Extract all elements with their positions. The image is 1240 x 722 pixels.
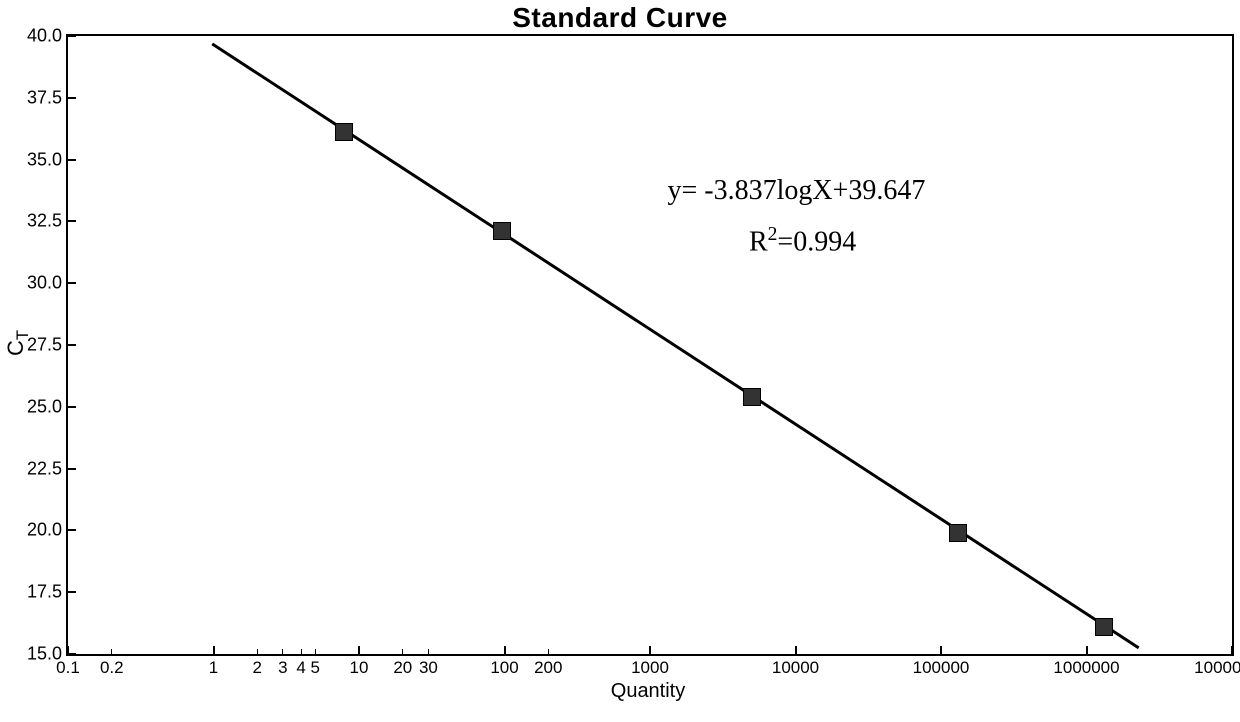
x-tick <box>795 646 797 654</box>
y-tick-label: 35.0 <box>27 149 68 170</box>
x-tick <box>67 646 69 654</box>
x-tick <box>1231 646 1233 654</box>
chart-container: Standard Curve 15.017.520.022.525.027.53… <box>0 0 1240 722</box>
y-axis-label-main: C <box>3 340 28 356</box>
x-tick-label: 10 <box>350 654 369 678</box>
y-tick <box>68 282 76 284</box>
x-tick <box>213 646 215 654</box>
y-tick <box>68 591 76 593</box>
chart-annotation: R2=0.994 <box>749 224 856 258</box>
data-point <box>743 388 761 406</box>
x-tick <box>1086 646 1088 654</box>
y-tick-label: 32.5 <box>27 211 68 232</box>
y-tick-label: 40.0 <box>27 26 68 47</box>
chart-title: Standard Curve <box>0 2 1240 34</box>
y-tick-label: 25.0 <box>27 396 68 417</box>
x-tick-label: 1000000 <box>1053 654 1119 678</box>
data-point <box>949 524 967 542</box>
y-tick <box>68 529 76 531</box>
data-point <box>1095 618 1113 636</box>
x-tick-label: 0.1 <box>56 654 80 678</box>
y-tick-label: 17.5 <box>27 582 68 603</box>
y-tick-label: 30.0 <box>27 273 68 294</box>
y-tick <box>68 220 76 222</box>
y-tick <box>68 159 76 161</box>
x-tick-minor-label: 2 <box>253 654 262 678</box>
x-tick-label: 1000 <box>631 654 669 678</box>
data-point <box>335 123 353 141</box>
x-tick-minor-label: 5 <box>310 654 319 678</box>
y-tick-label: 22.5 <box>27 458 68 479</box>
y-tick-label: 37.5 <box>27 87 68 108</box>
x-tick-minor-label: 3 <box>278 654 287 678</box>
y-axis-label: CT <box>3 330 33 356</box>
x-tick <box>940 646 942 654</box>
x-tick <box>358 646 360 654</box>
x-tick-label: 10000 <box>772 654 819 678</box>
y-tick-label: 20.0 <box>27 520 68 541</box>
x-tick <box>649 646 651 654</box>
x-tick-minor-label: 0.2 <box>100 654 124 678</box>
plot-area: 15.017.520.022.525.027.530.032.535.037.5… <box>66 34 1234 656</box>
data-point <box>493 222 511 240</box>
y-tick <box>68 468 76 470</box>
regression-line <box>68 36 1232 654</box>
y-tick <box>68 97 76 99</box>
x-tick-minor-label: 4 <box>296 654 305 678</box>
y-tick <box>68 406 76 408</box>
x-tick-label: 100000 <box>913 654 970 678</box>
x-tick <box>504 646 506 654</box>
y-tick <box>68 35 76 37</box>
x-tick-minor-label: 20 <box>393 654 412 678</box>
x-tick-minor-label: 200 <box>534 654 562 678</box>
x-tick-label: 1 <box>209 654 218 678</box>
chart-annotation: y= -3.837logX+39.647 <box>667 175 925 207</box>
y-axis-label-sub: T <box>14 330 32 340</box>
x-axis-label: Quantity <box>611 680 685 703</box>
x-tick-label: 100 <box>490 654 518 678</box>
y-tick <box>68 344 76 346</box>
x-tick-minor-label: 30 <box>419 654 438 678</box>
x-tick-label: 10000000 <box>1194 654 1240 678</box>
